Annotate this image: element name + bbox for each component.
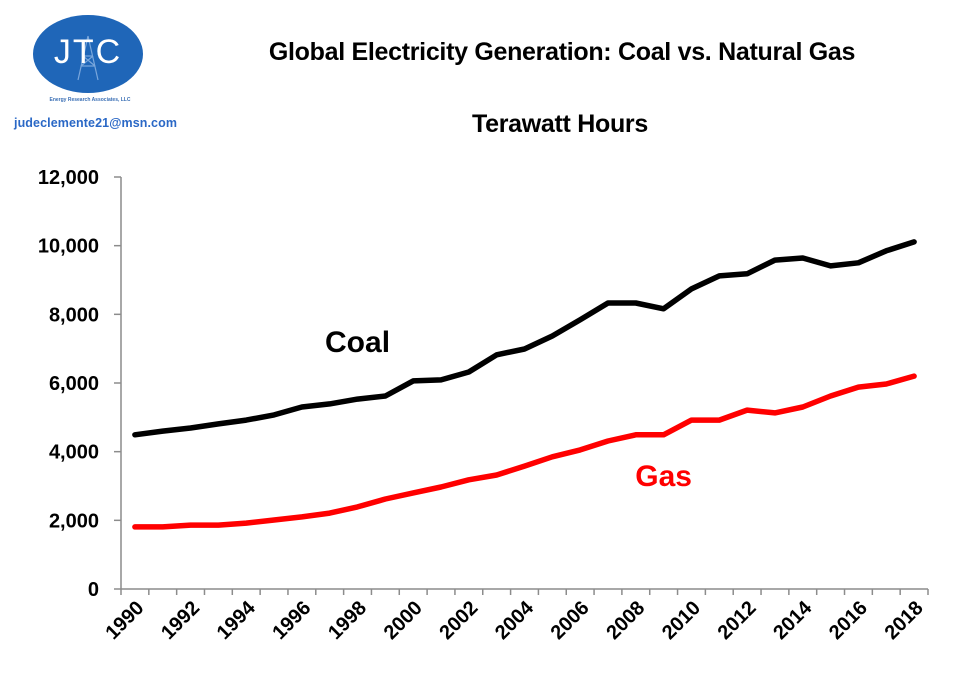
x-axis-ticks: 1990 1992 1994 1996 1998 2000 2002 2004 2006 2008… xyxy=(101,589,929,644)
logo-tagline: Energy Research Associates, LLC xyxy=(49,97,131,103)
x-tick-label: 1994 xyxy=(213,596,261,644)
series-line-gas xyxy=(132,373,917,530)
y-tick-label: 2,000 xyxy=(49,510,99,532)
y-tick-label: 0 xyxy=(88,579,99,601)
x-tick-label: 2002 xyxy=(435,597,482,644)
x-tick-label: 2000 xyxy=(380,597,427,644)
chart-title: Global Electricity Generation: Coal vs. … xyxy=(268,38,856,66)
x-tick-label: 2014 xyxy=(769,596,817,644)
series-label-gas: Gas xyxy=(635,460,692,493)
x-tick-label: 2010 xyxy=(658,597,705,644)
x-tick-label: 1992 xyxy=(157,597,204,644)
logo-ellipse xyxy=(33,15,143,93)
chart-subtitle: Terawatt Hours xyxy=(472,110,648,138)
contact-email: judeclemente21@msn.com xyxy=(14,116,178,130)
x-tick-label: 2008 xyxy=(602,597,649,644)
axes xyxy=(120,177,928,590)
series-label-coal: Coal xyxy=(325,326,390,359)
jtc-logo: JTC xyxy=(33,15,143,93)
x-tick-label: 2004 xyxy=(491,596,539,644)
x-tick-label: 2018 xyxy=(881,597,928,644)
y-tick-label: 6,000 xyxy=(49,373,99,395)
x-tick-label: 1998 xyxy=(324,597,371,644)
series-line-coal xyxy=(132,239,917,438)
logo-initials: JTC xyxy=(54,33,122,71)
y-tick-label: 8,000 xyxy=(49,304,99,326)
y-tick-label: 12,000 xyxy=(38,167,99,189)
x-tick-label: 2006 xyxy=(547,597,594,644)
series-lines xyxy=(132,239,917,530)
x-tick-label: 2012 xyxy=(714,597,761,644)
y-axis-ticks: 0 2,000 4,000 6,000 8,000 10,000 12,000 xyxy=(38,167,121,601)
y-tick-label: 4,000 xyxy=(49,442,99,464)
oil-derrick-icon xyxy=(77,35,99,81)
y-tick-label: 10,000 xyxy=(38,236,99,258)
x-tick-label: 1996 xyxy=(268,597,315,644)
x-tick-label: 1990 xyxy=(101,597,148,644)
x-tick-label: 2016 xyxy=(825,597,872,644)
series-annotations: Coal Gas xyxy=(325,326,692,493)
